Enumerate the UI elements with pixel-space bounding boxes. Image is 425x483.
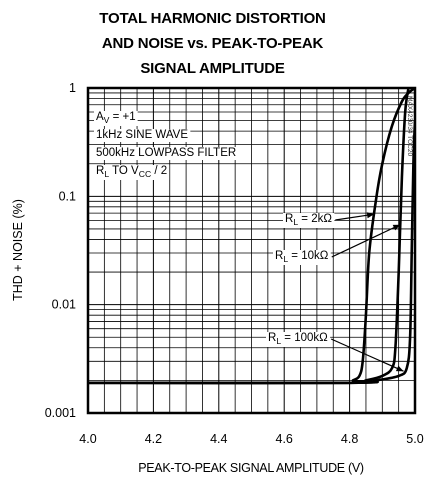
- x-tick-label: 4.6: [276, 432, 293, 446]
- series-labels: RL = 2kΩ RL = 10kΩ RL = 100kΩ: [266, 212, 404, 372]
- series-label: RL = 10kΩ: [275, 250, 329, 264]
- y-tick-label: 0.001: [45, 406, 76, 420]
- chart-curves: [88, 88, 415, 385]
- series-label-bg: [273, 250, 331, 265]
- x-tick-label: 4.2: [145, 432, 162, 446]
- condition-text: 500kHz LOWPASS FILTER: [96, 147, 236, 159]
- x-axis-label: PEAK-TO-PEAK SIGNAL AMPLITUDE (V): [138, 461, 364, 475]
- condition-text-bg: [94, 129, 191, 142]
- condition-text: RL TO VCC / 2: [96, 165, 167, 179]
- series-arrow: [330, 338, 404, 372]
- axis-ticks: 4.0 4.2 4.4 4.6 4.8 5.0 1 0.1 0.01 0.001: [45, 81, 424, 446]
- series-line-rl-100k-: [88, 120, 415, 385]
- y-tick-label: 0.01: [52, 298, 76, 312]
- chart-title: TOTAL HARMONIC DISTORTION AND NOISE vs. …: [0, 6, 425, 81]
- series-label-bg: [283, 213, 335, 228]
- chart-title-line: AND NOISE vs. PEAK-TO-PEAK: [101, 35, 324, 52]
- series-arrowhead: [395, 365, 404, 372]
- series-arrow: [331, 224, 401, 258]
- chart-title-line: TOTAL HARMONIC DISTORTION: [99, 10, 326, 27]
- series-arrowhead: [366, 212, 375, 219]
- condition-text-bg: [94, 111, 138, 126]
- chart-grid: [88, 88, 415, 413]
- series-label: RL = 2kΩ: [285, 213, 332, 227]
- x-tick-label: 5.0: [406, 432, 423, 446]
- part-number-label: MAX4230/34 TOC20: [406, 96, 413, 156]
- condition-text-bg: [94, 165, 170, 180]
- y-tick-label: 0.1: [59, 189, 76, 203]
- y-tick-label: 1: [69, 81, 76, 95]
- condition-text: AV = +1: [96, 111, 136, 125]
- x-tick-label: 4.0: [79, 432, 96, 446]
- x-tick-label: 4.8: [341, 432, 358, 446]
- series-label: RL = 100kΩ: [268, 332, 328, 346]
- plot-frame: [86, 86, 417, 415]
- condition-text: 1kHz SINE WAVE: [96, 129, 188, 141]
- x-tick-label: 4.4: [210, 432, 227, 446]
- test-conditions: AV = +1 1kHz SINE WAVE 500kHz LOWPASS FILT…: [94, 111, 239, 180]
- condition-text-bg: [94, 147, 239, 160]
- chart-title-line: SIGNAL AMPLITUDE: [140, 60, 285, 77]
- series-label-bg: [266, 332, 331, 347]
- y-axis-label: THD + NOISE (%): [11, 199, 25, 301]
- series-arrowhead: [392, 224, 401, 231]
